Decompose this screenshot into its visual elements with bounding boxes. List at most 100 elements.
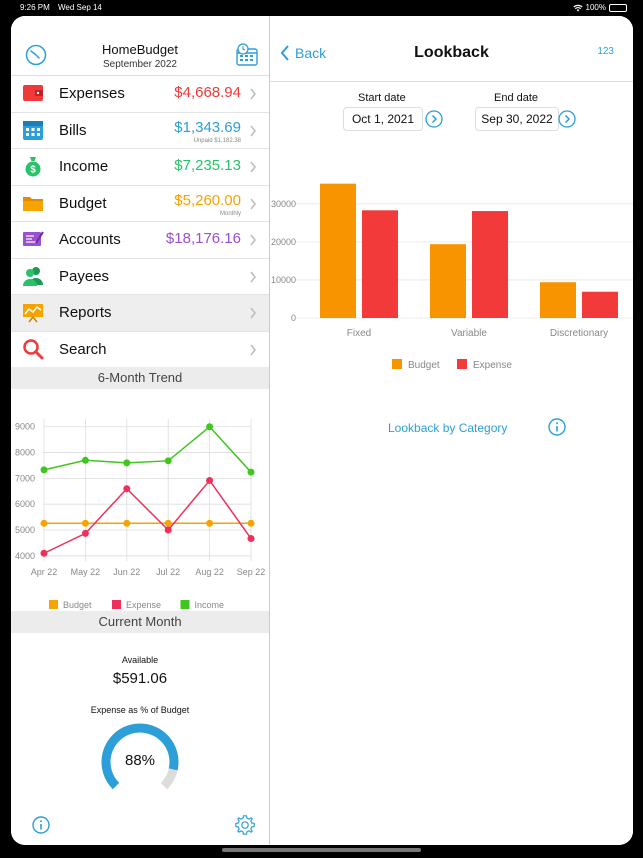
money-bag-icon: $ bbox=[25, 157, 41, 177]
info-icon[interactable] bbox=[32, 816, 50, 834]
month-subtitle: September 2022 bbox=[103, 59, 177, 70]
sidebar-item-label: Income bbox=[59, 158, 109, 175]
start-date-go-icon[interactable] bbox=[425, 110, 443, 128]
expense-gauge bbox=[101, 723, 179, 790]
people-icon bbox=[23, 266, 43, 286]
sidebar-item-reports[interactable]: Reports bbox=[11, 295, 269, 332]
y-tick-label: 4000 bbox=[15, 551, 35, 561]
back-button[interactable]: Back bbox=[280, 45, 326, 61]
lookback-by-category-link[interactable]: Lookback by Category bbox=[388, 421, 508, 435]
sidebar-item-budget[interactable]: Budget $5,260.00 Monthly bbox=[11, 186, 269, 222]
current-month-header: Current Month bbox=[11, 611, 269, 633]
available-value: $591.06 bbox=[112, 670, 168, 687]
chevron-right-icon bbox=[250, 161, 256, 173]
end-date-button[interactable]: Sep 30, 2022 bbox=[475, 107, 559, 131]
status-date: Wed Sep 14 bbox=[58, 3, 102, 12]
x-tick-label: May 22 bbox=[71, 567, 101, 577]
sidebar: HomeBudget September 2022 Expenses $4,66… bbox=[11, 16, 269, 845]
legend-label: Budget bbox=[63, 600, 92, 610]
detail-pane: Back Lookback 123 Start date Oct 1, 2021… bbox=[270, 16, 633, 845]
budget-amount: $5,260.00 bbox=[174, 191, 241, 209]
nav-bar: Back Lookback 123 bbox=[270, 16, 633, 82]
y-tick-label: 6000 bbox=[15, 499, 35, 509]
sidebar-item-income[interactable]: $ Income $7,235.13 bbox=[11, 149, 269, 186]
num-icon-text: 123 bbox=[597, 46, 614, 57]
income-amount: $7,235.13 bbox=[174, 157, 241, 174]
back-label: Back bbox=[295, 45, 327, 61]
data-point bbox=[123, 485, 131, 493]
sidebar-item-payees[interactable]: Payees bbox=[11, 259, 269, 295]
home-indicator[interactable] bbox=[222, 848, 421, 852]
budget-period: Monthly bbox=[219, 210, 241, 217]
end-date-label: End date bbox=[494, 92, 539, 104]
end-date-go-icon[interactable] bbox=[558, 110, 576, 128]
status-right: 100% bbox=[572, 3, 627, 12]
legend-swatch bbox=[457, 359, 467, 369]
number-format-icon[interactable]: 123 bbox=[597, 46, 614, 57]
sidebar-item-label: Reports bbox=[59, 304, 112, 321]
wifi-icon bbox=[572, 4, 583, 11]
calendar-icon bbox=[23, 120, 43, 140]
legend-swatch bbox=[49, 600, 58, 609]
sidebar-item-search[interactable]: Search bbox=[11, 332, 269, 368]
chevron-right-icon bbox=[250, 344, 256, 355]
y-tick-label: 20000 bbox=[271, 237, 296, 247]
chevron-right-icon bbox=[250, 234, 256, 246]
clock-icon[interactable] bbox=[24, 43, 48, 67]
x-tick-label: Jul 22 bbox=[156, 567, 180, 577]
data-point bbox=[206, 476, 214, 484]
bar-expense bbox=[362, 210, 398, 318]
calendar-clock-icon[interactable] bbox=[235, 43, 259, 67]
split-divider bbox=[269, 16, 270, 845]
bar-expense bbox=[582, 291, 618, 318]
sidebar-item-accounts[interactable]: Accounts $18,176.16 bbox=[11, 222, 269, 259]
expense-pct-value: 88% bbox=[124, 752, 156, 769]
sidebar-item-expenses[interactable]: Expenses $4,668.94 bbox=[11, 76, 269, 113]
data-point bbox=[81, 519, 89, 527]
bills-amount: $1,343.69 bbox=[174, 118, 241, 136]
data-point bbox=[164, 526, 172, 534]
data-point bbox=[81, 529, 89, 537]
accounts-amount: $18,176.16 bbox=[165, 230, 241, 247]
y-tick-label: 7000 bbox=[15, 473, 35, 483]
gear-icon[interactable] bbox=[234, 814, 256, 836]
status-time: 9:26 PM bbox=[20, 3, 50, 12]
data-point bbox=[247, 535, 255, 543]
x-tick-label: Aug 22 bbox=[195, 567, 224, 577]
y-tick-label: 9000 bbox=[15, 422, 35, 432]
expense-pct-label: Expense as % of Budget bbox=[90, 705, 190, 715]
x-tick-label: Discretionary bbox=[550, 328, 608, 339]
data-point bbox=[164, 519, 172, 527]
legend-swatch bbox=[180, 600, 190, 609]
y-tick-label: 0 bbox=[291, 313, 296, 323]
chevron-right-icon bbox=[250, 198, 256, 209]
bar-budget bbox=[320, 183, 356, 318]
x-tick-label: Apr 22 bbox=[31, 567, 58, 577]
magnifier-icon bbox=[23, 338, 44, 359]
start-date-button[interactable]: Oct 1, 2021 bbox=[343, 107, 423, 131]
legend-label: Income bbox=[195, 600, 225, 610]
y-tick-label: 8000 bbox=[15, 448, 35, 458]
chevron-right-icon bbox=[250, 271, 256, 282]
series-line-income bbox=[43, 425, 252, 473]
info-icon[interactable] bbox=[548, 418, 566, 436]
legend-label: Budget bbox=[408, 360, 440, 371]
legend-swatch bbox=[112, 600, 121, 609]
data-point bbox=[40, 519, 48, 527]
sidebar-item-label: Payees bbox=[59, 267, 110, 285]
folder-icon bbox=[23, 196, 43, 211]
y-tick-label: 5000 bbox=[15, 525, 35, 535]
data-point bbox=[206, 519, 214, 527]
status-bar: 9:26 PM Wed Sep 14 100% bbox=[0, 0, 643, 16]
gauge-fill bbox=[101, 723, 179, 790]
sidebar-item-label: Accounts bbox=[59, 231, 121, 248]
data-point bbox=[247, 519, 255, 527]
x-tick-label: Sep 22 bbox=[237, 567, 266, 577]
six-month-trend-chart: 4000 5000 6000 7000 8000 9000 Apr 22 May 22 Jun … bbox=[15, 419, 266, 610]
bar-expense bbox=[472, 211, 508, 318]
chevron-left-icon bbox=[280, 45, 289, 61]
chart-board-icon bbox=[23, 304, 43, 323]
sidebar-item-bills[interactable]: Bills $1,343.69 Unpaid $1,182.38 bbox=[11, 113, 269, 149]
chevron-right-icon bbox=[250, 307, 256, 319]
data-point bbox=[123, 459, 131, 467]
